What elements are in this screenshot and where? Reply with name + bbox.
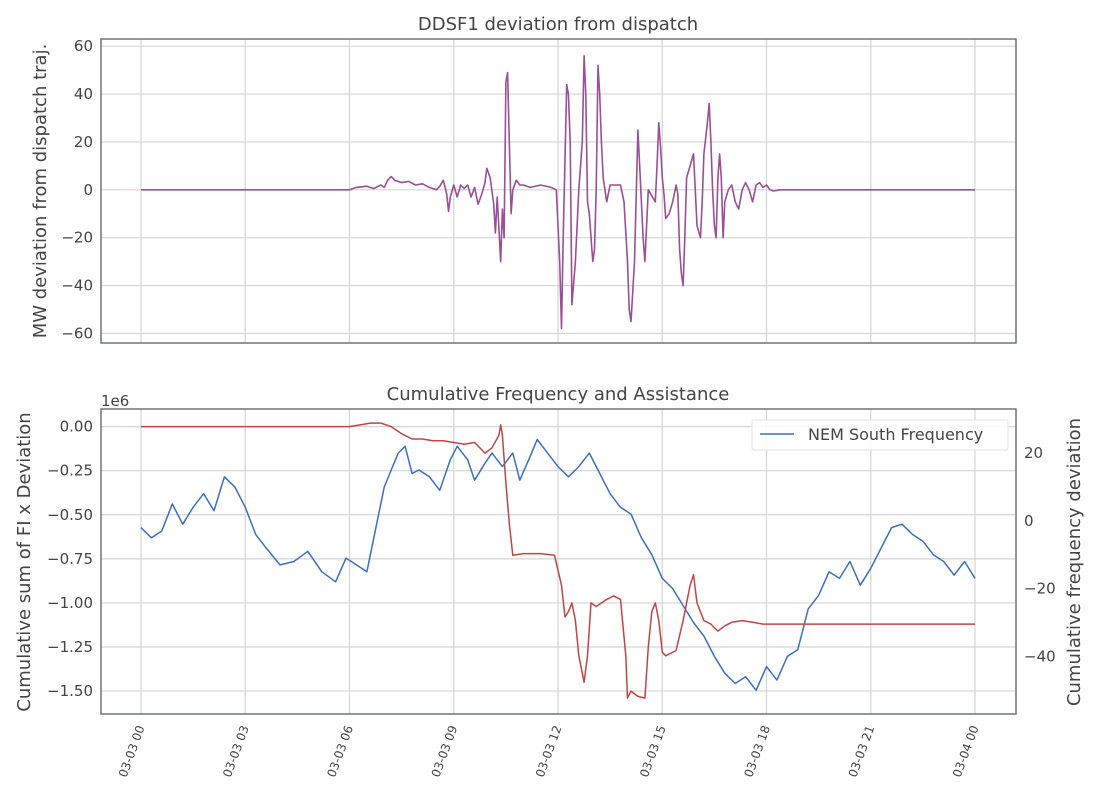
assistance-series-line (141, 422, 975, 699)
top-y-tick-label: −20 (61, 229, 93, 247)
frequency-series-line (140, 438, 976, 692)
legend-entry: NEM South Frequency (808, 425, 983, 444)
legend-box (751, 419, 1009, 451)
top-chart-series-group (141, 55, 975, 330)
top-y-tick-label: −60 (61, 324, 93, 342)
bottom-chart-frame (100, 408, 1017, 715)
top-chart-title: DDSF1 deviation from dispatch (418, 14, 698, 35)
bottom-chart-right-y-label: Cumulative frequency deviation (1064, 418, 1085, 706)
bottom-chart-title: Cumulative Frequency and Assistance (387, 384, 730, 405)
top-chart-panel: DDSF1 deviation from dispatch 60 40 20 0 −20… (30, 14, 1017, 344)
bottom-left-y-tick-label: −0.25 (47, 462, 93, 480)
bottom-left-y-tick-label: −1.25 (47, 638, 93, 656)
bottom-right-y-tick-label: −40 (1024, 647, 1056, 665)
top-y-tick-label: 0 (83, 181, 93, 199)
bottom-left-y-tick-label: 0.00 (60, 418, 93, 436)
top-chart-frame (100, 38, 1017, 344)
bottom-right-y-tick-label: 0 (1024, 512, 1034, 530)
top-y-tick-label: 40 (74, 85, 93, 103)
bottom-chart-left-y-axis: 0.00 −0.25 −0.50 −0.75 −1.00 −1.25 −1.50 (47, 418, 93, 700)
bottom-left-y-tick-label: −0.75 (47, 550, 93, 568)
bottom-chart-y-offset-label: 1e6 (101, 392, 129, 410)
top-chart-y-axis: 60 40 20 0 −20 −40 −60 (61, 37, 93, 342)
top-y-tick-label: 60 (74, 37, 93, 55)
bottom-chart-left-y-label: Cumulative sum of FI x Deviation (14, 412, 35, 711)
bottom-chart-legend: NEM South Frequency (751, 419, 1009, 451)
bottom-chart-series-group (140, 422, 976, 699)
bottom-left-y-tick-label: −1.50 (47, 682, 93, 700)
top-chart-y-label: MW deviation from dispatch traj. (30, 44, 51, 339)
top-y-tick-label: −40 (61, 277, 93, 295)
deviation-series-line (141, 55, 975, 330)
bottom-right-y-tick-label: 20 (1024, 444, 1043, 462)
top-y-tick-label: 20 (74, 133, 93, 151)
bottom-right-y-tick-label: −20 (1024, 580, 1056, 598)
bottom-left-y-tick-label: −0.50 (47, 506, 93, 524)
bottom-left-y-tick-label: −1.00 (47, 594, 93, 612)
bottom-chart-right-y-axis: 20 0 −20 −40 (1024, 444, 1056, 665)
